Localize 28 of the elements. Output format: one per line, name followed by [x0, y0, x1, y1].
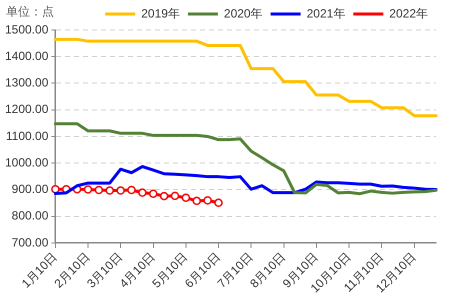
point	[192, 196, 201, 206]
point	[170, 192, 180, 200]
y-tick-label: 1000.00	[4, 155, 49, 170]
point	[127, 186, 136, 194]
point	[51, 184, 60, 194]
y-tick-label: 1300.00	[4, 76, 49, 90]
point	[116, 186, 125, 195]
point	[94, 186, 104, 194]
y-tick-label: 1200.00	[4, 102, 49, 116]
legend-label: 2022年	[389, 6, 428, 20]
point	[203, 196, 212, 205]
point	[214, 198, 223, 208]
point	[160, 192, 168, 200]
y-tick-label: 1400.00	[4, 48, 49, 63]
y-tick-label: 700.00	[12, 235, 49, 250]
legend-label: 2019年	[141, 6, 180, 20]
y-tick-label: 1100.00	[6, 128, 49, 143]
point	[84, 185, 92, 194]
y-tick-label: 900.00	[12, 182, 49, 196]
legend-label: 2021年	[306, 6, 346, 20]
point	[149, 189, 158, 198]
point	[182, 193, 190, 202]
legend-label: 2020年	[224, 6, 263, 20]
point	[106, 186, 114, 195]
point	[138, 188, 147, 197]
y-tick-label: 800.00	[12, 208, 49, 223]
text: 单位：点	[6, 4, 54, 18]
y-tick-label: 1500.00	[4, 22, 49, 36]
